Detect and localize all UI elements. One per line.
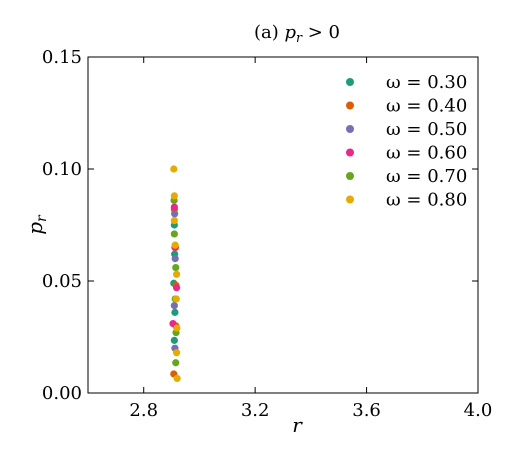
data-point	[173, 324, 181, 332]
legend: ω = 0.30 ω = 0.40ω = 0.50 ω = 0.60ω = 0.70…	[346, 72, 467, 211]
data-point	[172, 270, 181, 278]
data-point	[170, 230, 178, 238]
data-point	[172, 263, 180, 272]
data-point	[173, 374, 181, 383]
series-2	[170, 210, 179, 352]
legend-label: ω = 0.70	[386, 166, 467, 187]
legend-label: ω = 0.60	[386, 143, 467, 164]
legend-marker	[346, 78, 354, 86]
legend-marker	[346, 101, 354, 110]
y-tick-label: 0.05	[42, 271, 82, 292]
data-point	[172, 284, 181, 292]
legend-label: ω = 0.30	[386, 72, 467, 93]
x-tick-label: 2.8	[129, 400, 158, 421]
data-point	[170, 165, 178, 173]
data-point	[171, 241, 179, 249]
data-points	[169, 165, 181, 383]
data-point	[171, 255, 179, 263]
data-point	[170, 336, 178, 344]
plot-frame	[87, 56, 479, 394]
data-point	[170, 192, 178, 200]
legend-label: ω = 0.40	[386, 96, 467, 117]
y-tick-label: 0.10	[42, 159, 82, 180]
legend-label: ω = 0.80	[386, 190, 467, 211]
legend-marker	[346, 125, 354, 133]
data-point	[172, 349, 181, 357]
x-axis-label: r	[292, 413, 303, 437]
y-axis: 0.00 0.05 0.10 0.15	[42, 47, 478, 404]
data-point	[171, 308, 179, 316]
legend-label: ω = 0.50	[386, 119, 467, 140]
series-5	[170, 165, 181, 383]
data-point	[170, 302, 178, 310]
legend-marker	[346, 148, 354, 157]
data-point	[172, 359, 180, 367]
x-tick-label: 4.0	[464, 400, 493, 421]
x-tick-label: 3.2	[241, 400, 270, 421]
legend-marker	[346, 195, 354, 204]
plot-area	[87, 56, 479, 394]
data-point	[170, 216, 178, 225]
data-point	[171, 210, 179, 218]
y-tick-label: 0.15	[42, 47, 82, 68]
data-point	[172, 295, 180, 303]
x-axis: 2.8 3.2 3.6 4.0	[129, 57, 492, 421]
data-point	[170, 203, 178, 211]
chart-title: (a) pr​ > 0	[254, 22, 340, 45]
legend-marker	[346, 172, 354, 180]
y-tick-label: 0.00	[42, 383, 82, 404]
y-axis-label: pr​	[23, 214, 50, 235]
x-tick-label: 3.6	[352, 400, 381, 421]
